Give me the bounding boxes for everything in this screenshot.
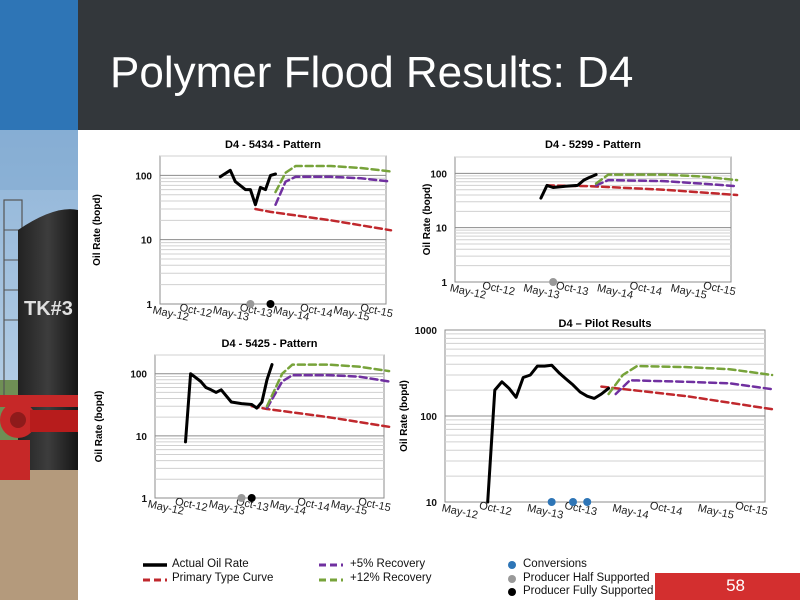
series-primary-line (600, 385, 774, 411)
y-tick-label: 1 (146, 300, 152, 311)
y-tick-label: 100 (420, 412, 437, 423)
y-tick-label: 10 (136, 432, 148, 443)
x-tick-label: Oct-15 (734, 500, 769, 519)
plot-area (154, 354, 385, 499)
y-axis-label: Oil Rate (bopd) (422, 184, 433, 256)
marker-full (266, 300, 275, 308)
chart-c1: 110100May-12Oct-12May-13Oct-13May-14Oct-… (92, 139, 394, 324)
series-primary-line (254, 207, 393, 232)
legend-actual-label: Actual Oil Rate (172, 558, 249, 570)
y-tick-label: 10 (426, 498, 438, 509)
series-actual-line (486, 363, 611, 504)
legend-plus5-label: +5% Recovery (350, 558, 426, 570)
x-tick-label: May-14 (611, 502, 649, 521)
title-bar (78, 0, 800, 130)
plot-area (159, 155, 387, 305)
slide-title: Polymer Flood Results: D4 (110, 48, 634, 97)
y-tick-label: 100 (430, 169, 447, 180)
series-plus5-line (274, 175, 393, 206)
x-tick-label: Oct-12 (478, 500, 513, 519)
series-actual-line (218, 168, 277, 207)
x-tick-label: Oct-15 (702, 280, 737, 299)
x-tick-label: May-12 (441, 502, 479, 521)
series-actual-line (184, 363, 274, 444)
legend-plus12-label: +12% Recovery (350, 572, 432, 584)
series-plus12-line (265, 363, 391, 408)
x-tick-label: May-12 (449, 282, 487, 301)
marker-half (246, 300, 255, 308)
y-tick-label: 1000 (415, 326, 438, 337)
slide-number: 58 (726, 576, 745, 595)
chart-title: D4 - 5299 - Pattern (545, 139, 641, 151)
series-plus12-line (607, 364, 774, 396)
marker-half (237, 494, 246, 502)
accent-bar (0, 0, 78, 130)
series-actual-line (539, 173, 598, 200)
chart-title: D4 - 5434 - Pattern (225, 139, 321, 151)
y-tick-label: 1 (141, 494, 147, 505)
y-axis-label: Oil Rate (bopd) (399, 380, 410, 452)
legend-full-label: Producer Fully Supported (523, 585, 654, 597)
legend-half-label: Producer Half Supported (523, 572, 650, 584)
x-tick-label: Oct-13 (563, 500, 598, 519)
x-tick-label: Oct-13 (555, 280, 590, 299)
series-plus12-line (594, 173, 739, 185)
x-tick-label: Oct-12 (481, 280, 516, 299)
chart-title: D4 - 5425 - Pattern (222, 338, 318, 350)
marker-conversion (569, 498, 577, 506)
series-plus5-line (614, 379, 774, 396)
y-tick-label: 10 (436, 224, 448, 235)
x-tick-label: May-15 (697, 502, 735, 521)
marker-full (247, 494, 256, 502)
marker-half (549, 278, 558, 286)
y-tick-label: 10 (141, 236, 153, 247)
series-primary-line (250, 404, 391, 429)
y-axis-label: Oil Rate (bopd) (94, 391, 105, 463)
plot-area (454, 156, 732, 283)
x-tick-label: May-13 (526, 502, 564, 521)
marker-conversion (547, 498, 556, 506)
y-tick-label: 1 (441, 278, 447, 289)
y-axis-label: Oil Rate (bopd) (92, 194, 103, 266)
legend-primary-label: Primary Type Curve (172, 572, 274, 584)
marker-conversion (583, 498, 592, 506)
tank-label: TK#3 (24, 298, 73, 320)
y-tick-label: 100 (130, 370, 147, 381)
slide-number-box: 58 (655, 573, 800, 600)
series-plus5-line (594, 178, 739, 188)
y-tick-label: 100 (135, 171, 152, 182)
chart-title: D4 – Pilot Results (559, 318, 652, 330)
x-tick-label: May-15 (670, 282, 708, 301)
x-tick-label: May-14 (596, 282, 634, 301)
legend-conversions-label: Conversions (523, 558, 587, 570)
series-plus12-line (274, 164, 393, 194)
oilfield-tank-photo: TK#3 (0, 130, 78, 600)
x-tick-label: Oct-14 (649, 500, 684, 519)
series-plus5-line (265, 373, 391, 410)
x-tick-label: Oct-14 (628, 280, 663, 299)
